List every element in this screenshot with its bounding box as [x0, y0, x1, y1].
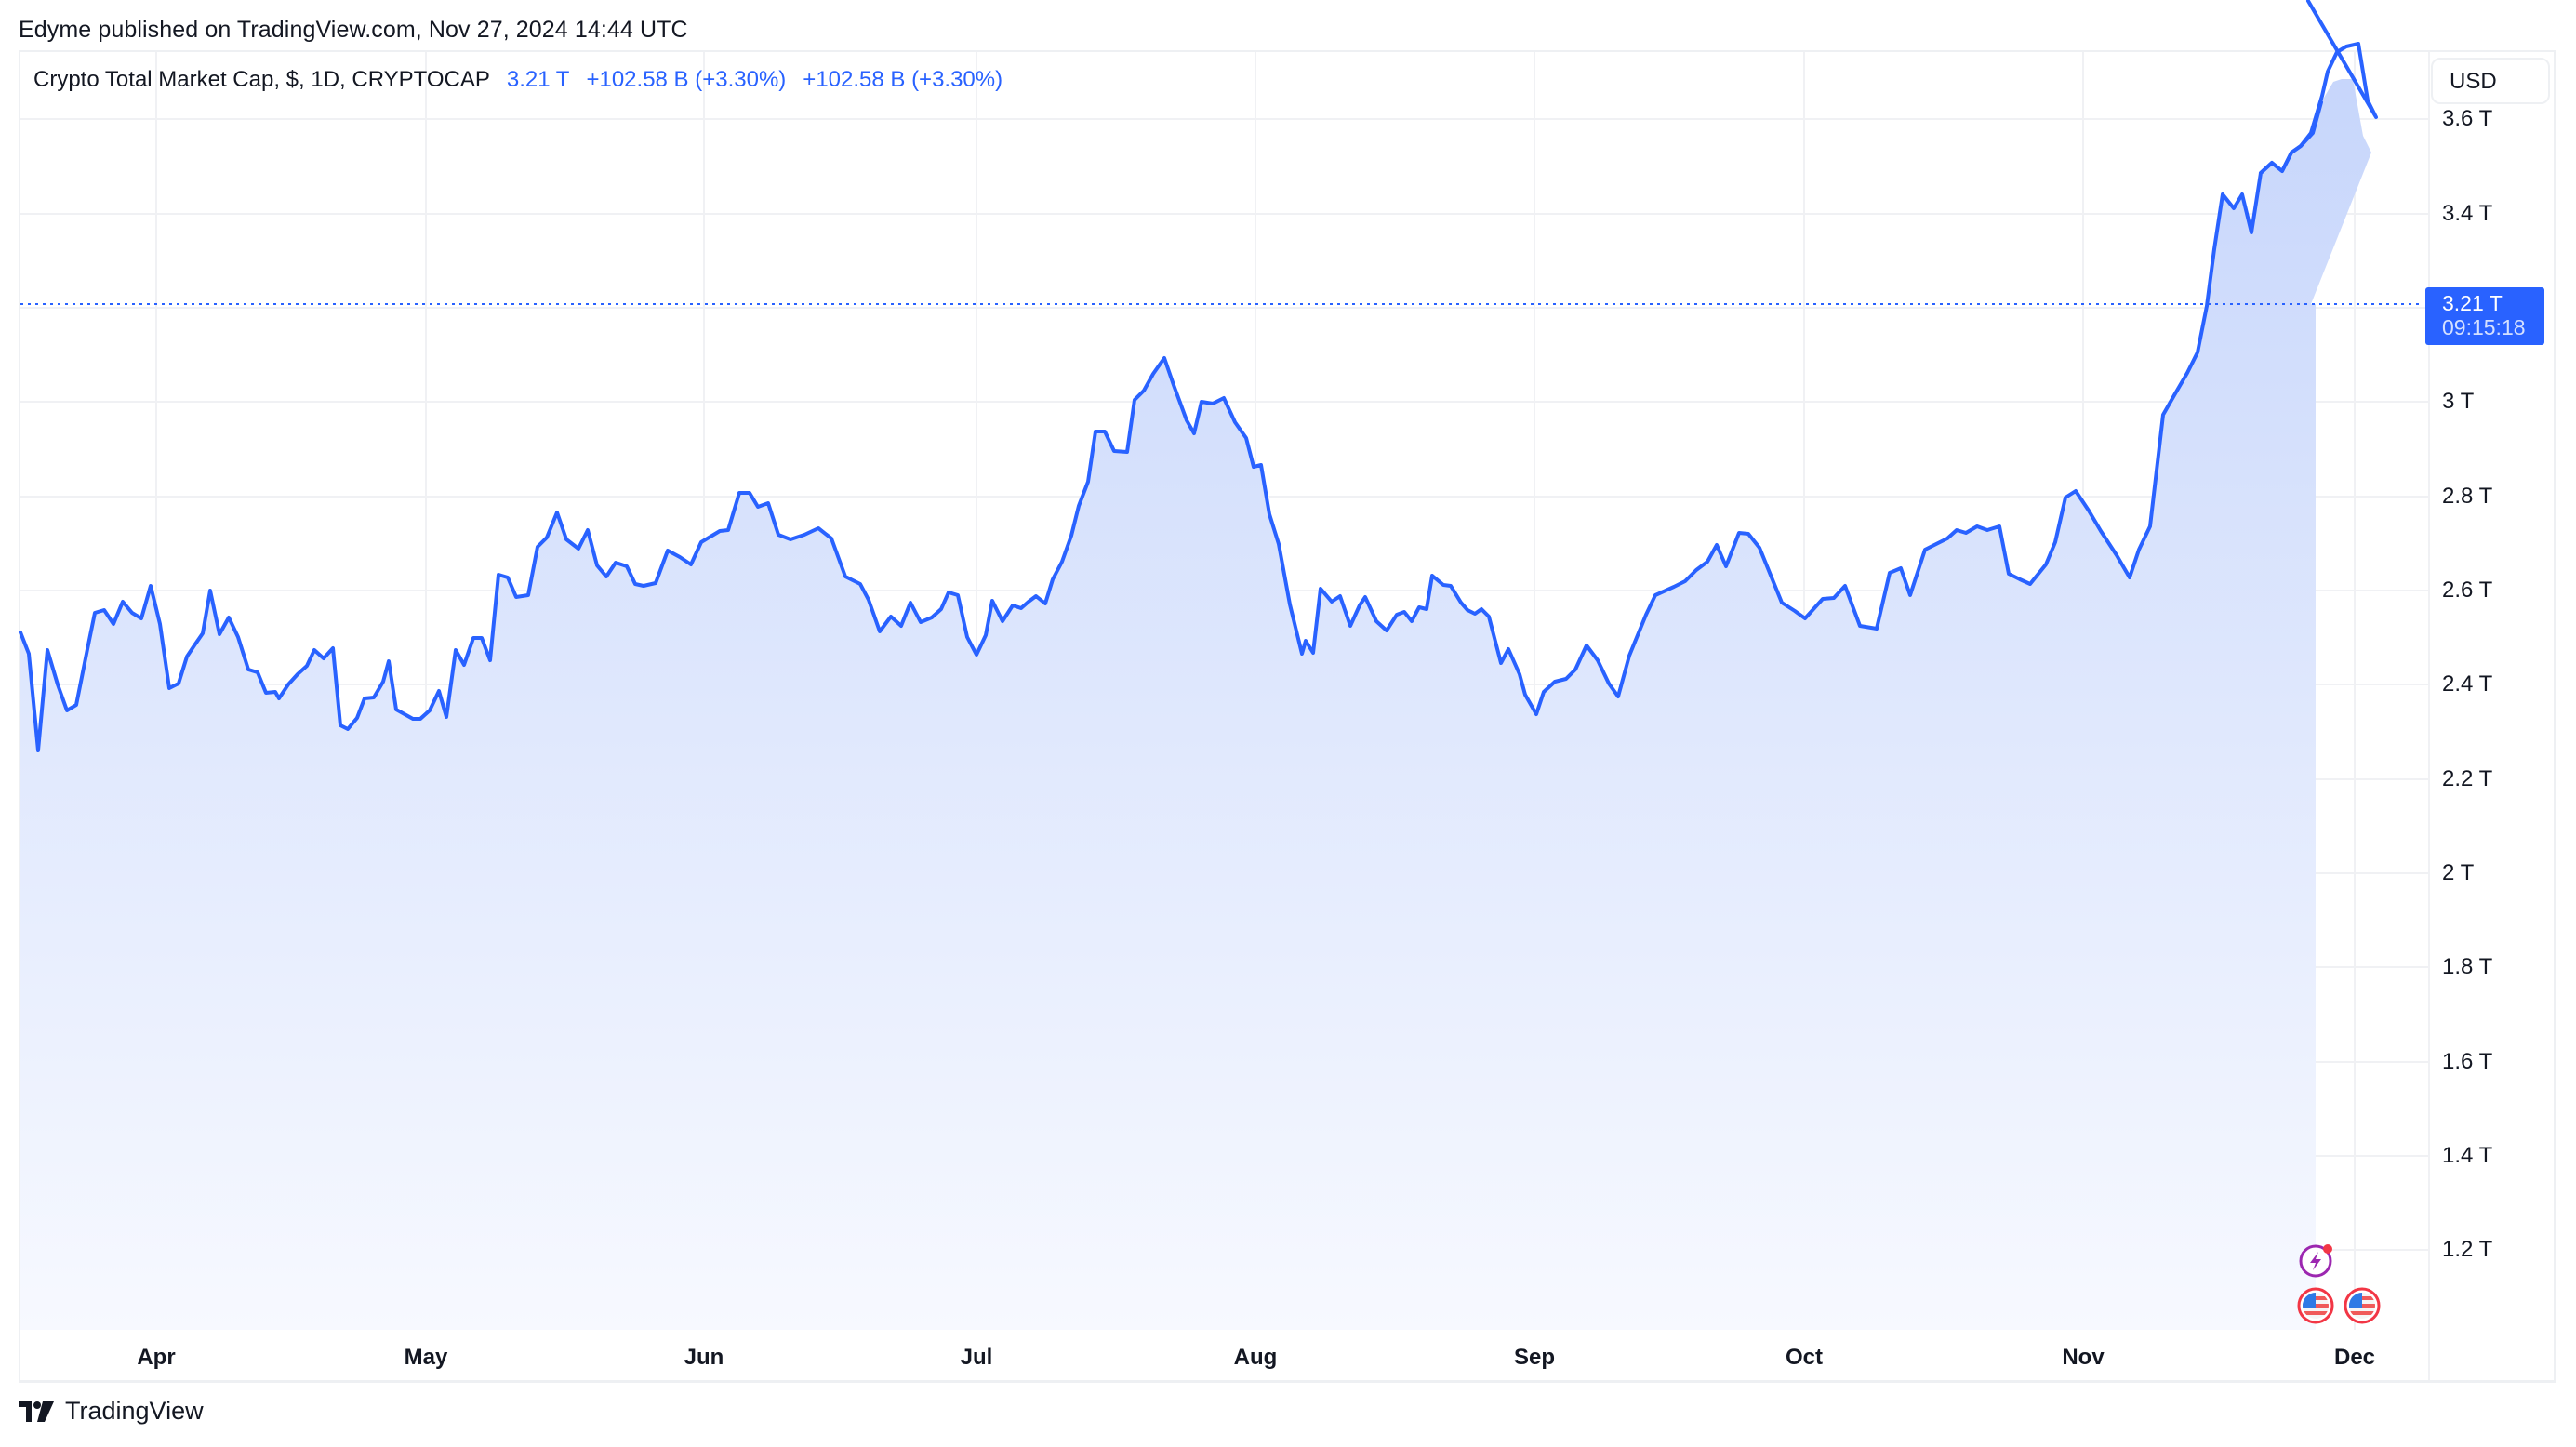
- x-axis-border: [19, 1380, 2556, 1383]
- published-by-text: Edyme published on TradingView.com, Nov …: [19, 17, 688, 43]
- x-tick-label: Jun: [684, 1345, 724, 1370]
- y-tick-label: 1.6 T: [2442, 1049, 2493, 1074]
- x-tick-label: Apr: [137, 1345, 176, 1370]
- us-flag-event-icon[interactable]: [2344, 1287, 2381, 1324]
- x-tick-label: Jul: [960, 1345, 993, 1370]
- us-flag-event-icon[interactable]: [2297, 1287, 2334, 1324]
- y-tick-label: 3.6 T: [2442, 106, 2493, 131]
- y-tick-label: 1.2 T: [2442, 1237, 2493, 1262]
- y-tick-label: 2 T: [2442, 860, 2475, 885]
- y-tick-label: 2.2 T: [2442, 766, 2493, 791]
- y-tick-label: 3.4 T: [2442, 201, 2493, 226]
- change-value: +102.58 B (+3.30%): [586, 67, 787, 92]
- lightning-event-icon[interactable]: [2297, 1241, 2334, 1279]
- symbol-title[interactable]: Crypto Total Market Cap, $, 1D, CRYPTOCA…: [33, 67, 490, 92]
- tradingview-brand-text: TradingView: [65, 1397, 204, 1425]
- last-value: 3.21 T: [506, 67, 570, 92]
- x-tick-label: Sep: [1513, 1345, 1556, 1370]
- y-tick-label: 1.8 T: [2442, 954, 2493, 979]
- y-tick-label: 2.6 T: [2442, 577, 2493, 603]
- x-tick-label: Oct: [1785, 1345, 1824, 1370]
- chart-legend: Crypto Total Market Cap, $, 1D, CRYPTOCA…: [33, 67, 1003, 93]
- currency-button[interactable]: USD: [2431, 58, 2550, 104]
- area-fill: [20, 79, 2371, 1330]
- y-tick-label: 1.4 T: [2442, 1143, 2493, 1168]
- price-line: [19, 100, 2323, 752]
- x-tick-label: Dec: [2333, 1345, 2376, 1370]
- price-line-tail: [2259, 0, 2378, 175]
- x-tick-label: Nov: [2062, 1345, 2105, 1370]
- change-value-secondary: +102.58 B (+3.30%): [803, 67, 1003, 92]
- tradingview-logo-icon: [19, 1401, 54, 1422]
- y-tick-label: 3 T: [2442, 389, 2475, 414]
- bar-countdown: 09:15:18: [2442, 315, 2526, 339]
- y-tick-label: 2.8 T: [2442, 484, 2493, 509]
- footer-brand[interactable]: TradingView: [19, 1397, 204, 1426]
- x-tick-label: Aug: [1233, 1345, 1278, 1370]
- y-tick-label: 2.4 T: [2442, 671, 2493, 697]
- x-tick-label: May: [404, 1345, 448, 1370]
- last-price-value: 3.21 T: [2442, 291, 2503, 315]
- last-price-tag: 3.21 T 09:15:18: [2425, 287, 2544, 345]
